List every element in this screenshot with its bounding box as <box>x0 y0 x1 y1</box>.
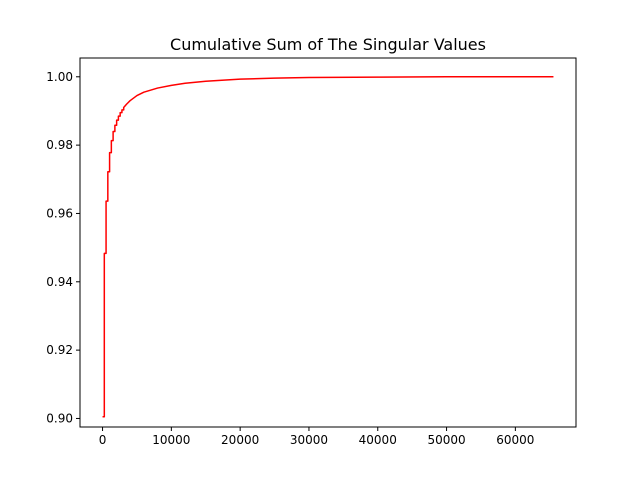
axes-frame <box>79 57 577 428</box>
plot-area <box>102 76 554 418</box>
y-tick-label: 0.90 <box>46 411 73 425</box>
x-tick-label: 60000 <box>496 433 534 447</box>
x-axis: 0 10000 20000 30000 40000 50000 60000 <box>99 427 534 447</box>
y-tick-label: 0.96 <box>46 206 73 220</box>
x-tick-label: 40000 <box>359 433 397 447</box>
x-tick-label: 10000 <box>152 433 190 447</box>
y-tick-label: 0.98 <box>46 138 73 152</box>
x-tick-label: 20000 <box>221 433 259 447</box>
y-tick-label: 0.92 <box>46 343 73 357</box>
y-axis: 0.90 0.92 0.94 0.96 0.98 1.00 <box>46 70 80 425</box>
series-line <box>102 76 554 418</box>
y-tick-label: 1.00 <box>46 70 73 84</box>
x-tick-label: 0 <box>99 433 107 447</box>
y-tick-label: 0.94 <box>46 275 73 289</box>
x-tick-label: 30000 <box>290 433 328 447</box>
x-tick-label: 50000 <box>427 433 465 447</box>
chart-title: Cumulative Sum of The Singular Values <box>170 35 486 54</box>
